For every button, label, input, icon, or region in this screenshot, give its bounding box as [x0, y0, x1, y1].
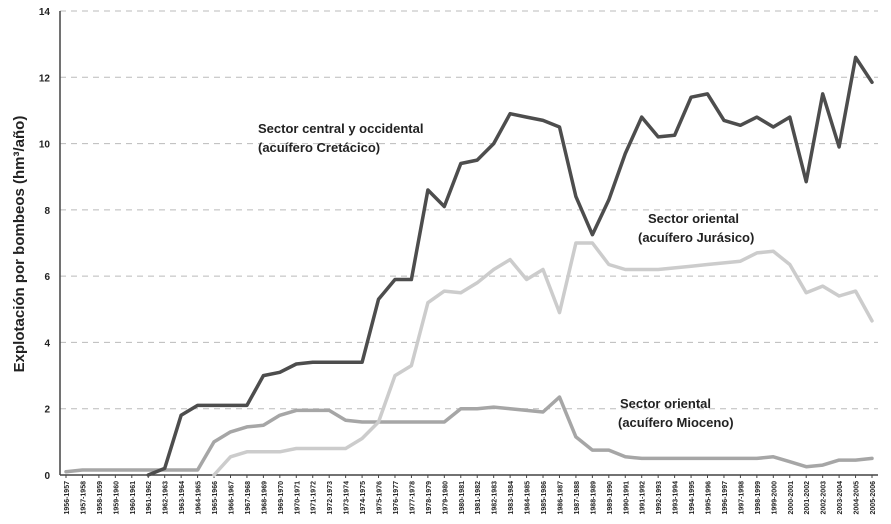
y-tick-label: 4 [44, 338, 50, 349]
x-tick-label: 1974-1975 [360, 481, 367, 515]
x-tick-label: 1985-1986 [541, 481, 548, 515]
x-tick-label: 1979-1980 [442, 481, 449, 515]
x-tick-label: 1967-1968 [245, 481, 252, 515]
series-line-0 [146, 55, 874, 477]
x-tick-label: 1970-1971 [294, 481, 301, 515]
x-tick-label: 1975-1976 [377, 481, 384, 515]
x-tick-label: 1958-1959 [97, 481, 104, 515]
x-tick-label: 1961-1962 [146, 481, 153, 515]
y-tick-label: 8 [44, 206, 50, 217]
x-tick-label: 1966-1967 [228, 481, 235, 515]
x-tick-label: 1999-2000 [771, 481, 778, 515]
x-tick-label: 2004-2005 [854, 481, 861, 515]
x-tick-label: 2001-2002 [804, 481, 811, 515]
x-tick-label: 1965-1966 [212, 481, 219, 515]
x-tick-label: 1996-1997 [722, 481, 729, 515]
series-label-jurasico-line2: (acuífero Jurásico) [638, 230, 754, 245]
x-tick-label: 2003-2004 [837, 481, 844, 515]
series-lines [64, 55, 874, 477]
x-tick-label: 1986-1987 [557, 481, 564, 515]
x-tick-label: 1971-1972 [311, 481, 318, 515]
series-line-1 [212, 241, 874, 477]
x-tick-label: 1959-1960 [113, 481, 120, 515]
gridlines [60, 10, 878, 410]
x-tick-label: 1981-1982 [475, 481, 482, 515]
x-tick-label: 1991-1992 [640, 481, 647, 515]
x-tick-label: 1983-1984 [508, 481, 515, 515]
series-label-cretacico-line2: (acuífero Cretácico) [258, 140, 380, 155]
x-tick-label: 1989-1990 [607, 481, 614, 515]
y-tick-label: 12 [39, 73, 51, 84]
x-tick-label: 1997-1998 [738, 481, 745, 515]
x-tick-label: 1994-1995 [689, 481, 696, 515]
series-label-jurasico-line1: Sector oriental [648, 211, 739, 226]
x-tick-label: 1957-1958 [80, 481, 87, 515]
x-tick-label: 1976-1977 [393, 481, 400, 515]
x-tick-label: 1995-1996 [706, 481, 713, 515]
x-tick-label: 1987-1988 [574, 481, 581, 515]
x-tick-label: 1964-1965 [196, 481, 203, 515]
series-label-jurasico: Sector oriental (acuífero Jurásico) [638, 211, 754, 245]
y-tick-label: 10 [39, 140, 51, 151]
y-tick-label: 14 [39, 7, 51, 18]
x-tick-label: 1968-1969 [261, 481, 268, 515]
y-tick-label: 2 [44, 405, 50, 416]
x-tick-label: 1993-1994 [673, 481, 680, 515]
x-tick-label: 1984-1985 [525, 481, 532, 515]
series-label-mioceno-line1: Sector oriental [620, 396, 711, 411]
x-tick-label: 1973-1974 [344, 481, 351, 515]
x-tick-label: 1960-1961 [130, 481, 137, 515]
y-axis-label: Explotación por bombeos (hm³/año) [11, 116, 28, 373]
x-tick-label: 1972-1973 [327, 481, 334, 515]
series-line-2 [64, 395, 874, 474]
series-label-cretacico-line1: Sector central y occidental [258, 121, 423, 136]
x-tick-label: 1982-1983 [492, 481, 499, 515]
series-label-cretacico: Sector central y occidental (acuífero Cr… [258, 121, 427, 155]
x-tick-label: 2000-2001 [788, 481, 795, 515]
x-tick-label: 1962-1963 [163, 481, 170, 515]
x-tick-label: 1977-1978 [409, 481, 416, 515]
x-tick-label: 1956-1957 [64, 481, 71, 515]
x-tick-label: 1992-1993 [656, 481, 663, 515]
x-tick-label: 1990-1991 [623, 481, 630, 515]
x-tick-label: 1998-1999 [755, 481, 762, 515]
x-tick-label: 1963-1964 [179, 481, 186, 515]
x-tick-label: 2002-2003 [821, 481, 828, 515]
x-tick-label: 1980-1981 [459, 481, 466, 515]
x-tick-label: 2005-2006 [870, 481, 877, 515]
x-tick-label: 1969-1970 [278, 481, 285, 515]
y-tick-labels: 0 2 4 6 8 10 12 14 [39, 7, 51, 482]
x-tick-label: 1978-1979 [426, 481, 433, 515]
x-tick-labels: 1956-1957 1957-1958 1958-1959 1959-1960 1960… [64, 481, 877, 515]
x-tick-label: 1988-1989 [590, 481, 597, 515]
y-tick-label: 0 [44, 471, 50, 482]
series-label-mioceno-line2: (acuífero Mioceno) [618, 415, 734, 430]
axes [59, 11, 878, 478]
series-label-mioceno: Sector oriental (acuífero Mioceno) [618, 396, 734, 430]
y-tick-label: 6 [44, 272, 50, 283]
